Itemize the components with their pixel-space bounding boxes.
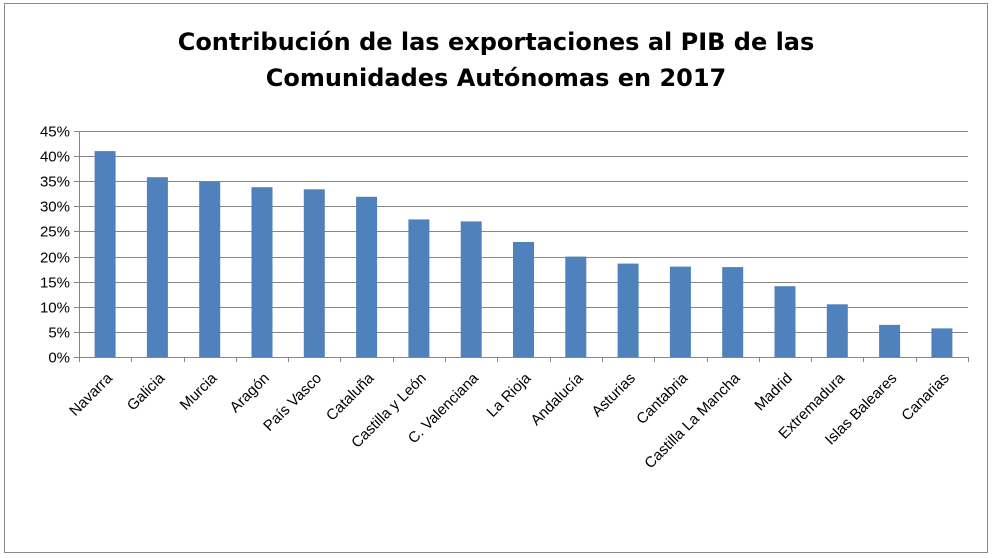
y-tick-label: 20%	[40, 250, 70, 267]
y-tick-label: 40%	[40, 149, 70, 166]
bar	[513, 242, 534, 357]
category-label: Aragón	[227, 370, 273, 416]
category-label: La Rioja	[483, 369, 534, 420]
bar	[669, 266, 691, 357]
category-label: Canarias	[898, 370, 952, 424]
chart-title-line-2: Comunidades Autónomas en 2017	[265, 64, 727, 92]
bar	[931, 328, 953, 357]
bar	[94, 151, 116, 357]
category-label: Madrid	[751, 370, 795, 414]
y-tick-label: 30%	[40, 199, 70, 216]
category-label: Andalucía	[527, 369, 587, 429]
bar	[565, 256, 587, 357]
category-label: Navarra	[66, 369, 116, 419]
chart-title-line-1: Contribución de las exportaciones al PIB…	[177, 28, 815, 56]
bar	[146, 177, 168, 357]
category-label: Galicia	[124, 369, 169, 414]
bar	[826, 304, 848, 357]
y-tick-label: 5%	[48, 325, 70, 342]
chart-title: Contribución de las exportaciones al PIB…	[0, 24, 992, 96]
bar	[356, 196, 378, 357]
y-tick-label: 45%	[40, 124, 70, 141]
bar	[251, 187, 273, 357]
y-tick-label: 10%	[40, 300, 70, 317]
bar	[879, 324, 901, 357]
y-tick-label: 15%	[40, 275, 70, 292]
bar	[303, 189, 325, 357]
chart-frame	[4, 3, 988, 553]
bar	[460, 221, 482, 357]
category-label: Murcia	[177, 369, 221, 413]
bar	[617, 263, 639, 357]
y-tick-label: 0%	[48, 350, 70, 367]
y-tick-label: 25%	[40, 224, 70, 241]
y-tick-label: 35%	[40, 174, 70, 191]
bar	[722, 267, 744, 357]
bar	[774, 286, 796, 357]
category-label: Asturias	[589, 370, 639, 420]
bar	[199, 181, 221, 357]
category-label: Cataluña	[323, 369, 378, 424]
bar	[408, 219, 430, 357]
category-label: Castilla La Mancha	[641, 369, 744, 472]
